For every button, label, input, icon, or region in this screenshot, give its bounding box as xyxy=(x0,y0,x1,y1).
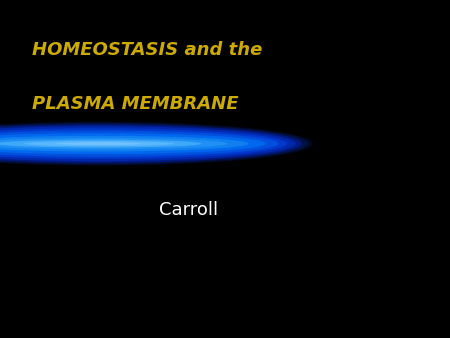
Ellipse shape xyxy=(0,138,227,149)
Ellipse shape xyxy=(0,122,313,166)
Ellipse shape xyxy=(0,140,202,148)
Text: HOMEOSTASIS and the: HOMEOSTASIS and the xyxy=(32,41,262,58)
Ellipse shape xyxy=(0,126,296,161)
Ellipse shape xyxy=(24,141,174,146)
Ellipse shape xyxy=(0,136,248,151)
Ellipse shape xyxy=(0,133,266,154)
Ellipse shape xyxy=(56,142,142,145)
Text: PLASMA MEMBRANE: PLASMA MEMBRANE xyxy=(32,95,238,113)
Text: Carroll: Carroll xyxy=(159,200,219,219)
Ellipse shape xyxy=(0,128,287,159)
Ellipse shape xyxy=(0,123,309,165)
Ellipse shape xyxy=(0,124,302,163)
Ellipse shape xyxy=(0,130,279,157)
